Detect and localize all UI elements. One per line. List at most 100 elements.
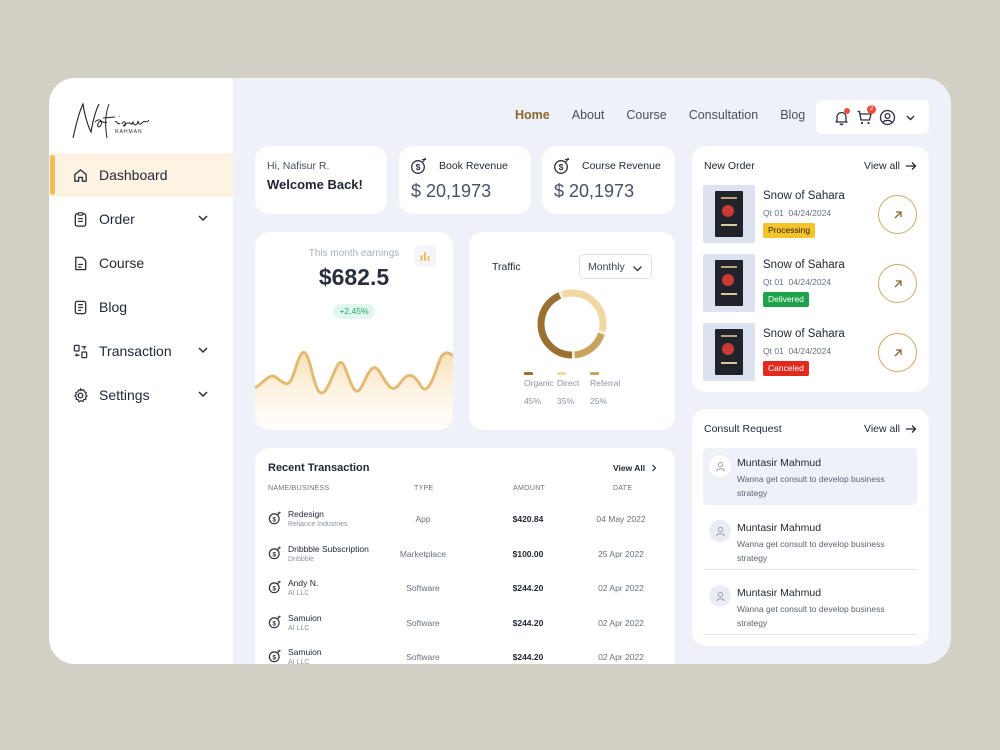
transaction-date: 04 May 2022 xyxy=(596,514,646,524)
legend-percent: 35% xyxy=(557,395,575,406)
legend-label: Direct xyxy=(557,377,580,388)
transaction-business: Reliance Industries xyxy=(288,521,348,528)
legend-label: Referral xyxy=(590,377,621,388)
transaction-business: AI LLC xyxy=(288,659,310,664)
legend-label: Organic xyxy=(524,377,554,388)
nav-link-home[interactable]: Home xyxy=(515,108,550,122)
svg-text:$: $ xyxy=(416,162,421,172)
chevron-down-icon[interactable] xyxy=(197,388,209,400)
legend-percent: 45% xyxy=(524,395,542,406)
blog-doc-icon xyxy=(71,298,89,316)
course-revenue-value: $ 20,1973 xyxy=(554,181,635,201)
chevron-down-icon[interactable] xyxy=(197,344,209,356)
transaction-name: Samuion xyxy=(288,612,322,623)
avatar xyxy=(709,520,731,542)
consult-request-card: Consult Request View all Muntasir Mahmud… xyxy=(692,409,929,646)
course-revenue-card: $ Course Revenue $ 20,1973 xyxy=(542,146,675,214)
chevron-down-icon[interactable] xyxy=(197,212,209,224)
dollar-exchange-icon: $ xyxy=(411,157,427,174)
chevron-right-icon xyxy=(652,464,657,472)
transaction-amount: $244.20 xyxy=(512,617,544,628)
order-status-badge: Canceled xyxy=(763,361,809,376)
chevron-down-icon[interactable] xyxy=(902,109,919,126)
table-row[interactable]: $ Samuion AI LLC Software $244.20 02 Apr 2022 xyxy=(268,640,663,664)
transaction-date: 02 Apr 2022 xyxy=(598,583,644,593)
consult-request-item[interactable]: Muntasir Mahmud Wanna get consult to deve… xyxy=(703,513,917,570)
sidebar-item-transaction[interactable]: Transaction xyxy=(49,329,233,373)
order-qty: Qt 01 xyxy=(763,208,784,218)
open-order-button[interactable] xyxy=(878,264,917,303)
svg-text:$: $ xyxy=(272,620,276,627)
consult-request-title: Consult Request xyxy=(704,423,782,435)
period-select[interactable]: Monthly xyxy=(579,254,652,279)
table-row[interactable]: $ Redesign Reliance Industries App $420.84 04… xyxy=(268,502,663,536)
table-row[interactable]: $ Andy N. AI LLC Software $244.20 02 Apr 2022 xyxy=(268,571,663,605)
open-order-button[interactable] xyxy=(878,333,917,372)
legend-item-organic: Organic 45% xyxy=(524,372,557,406)
brand-logo[interactable]: RAHMAN xyxy=(69,98,169,142)
legend-swatch xyxy=(524,372,533,375)
transaction-type: Software xyxy=(406,583,440,593)
view-all-consult-link[interactable]: View all xyxy=(864,423,917,435)
traffic-title: Traffic xyxy=(492,261,521,273)
transaction-type: Software xyxy=(406,617,440,628)
table-row[interactable]: $ Dribbble Subscription Dribbble Marketplac… xyxy=(268,537,663,571)
earnings-change-badge: +2.45% xyxy=(333,304,375,319)
sidebar-item-course[interactable]: Course xyxy=(49,241,233,285)
transaction-name: Redesign xyxy=(288,509,324,519)
recent-transaction-card: Recent Transaction View All NAME/BUSINES… xyxy=(255,448,675,664)
consult-request-item[interactable]: Muntasir Mahmud Wanna get consult to deve… xyxy=(703,578,917,635)
top-nav: Home About Course Consultation Blog xyxy=(515,108,827,122)
sidebar-item-blog[interactable]: Blog xyxy=(49,285,233,329)
view-all-label: View All xyxy=(613,463,646,473)
transaction-date: 25 Apr 2022 xyxy=(598,548,644,559)
open-order-button[interactable] xyxy=(878,195,917,234)
sidebar-item-order[interactable]: Order xyxy=(49,197,233,241)
order-date: 04/24/2024 xyxy=(788,277,832,287)
order-qty: Qt 01 xyxy=(763,277,784,287)
welcome-card: Hi, Nafisur R. Welcome Back! xyxy=(255,146,387,214)
nav-link-course[interactable]: Course xyxy=(626,108,667,122)
transaction-name: Samuion xyxy=(288,647,322,657)
view-all-label: View all xyxy=(864,423,900,435)
consult-request-item[interactable]: Muntasir Mahmud Wanna get consult to deve… xyxy=(703,448,917,505)
view-all-orders-link[interactable]: View all xyxy=(864,160,917,172)
order-item: Snow of Sahara Qt 01 04/24/2024 Delivered xyxy=(703,254,918,314)
donut-segment-direct xyxy=(537,289,607,359)
legend-item-direct: Direct 35% xyxy=(557,372,590,406)
col-type: TYPE xyxy=(414,485,434,492)
sidebar-item-settings[interactable]: Settings xyxy=(49,373,233,417)
signature-logo-icon xyxy=(72,102,150,139)
nav-link-blog[interactable]: Blog xyxy=(780,108,806,122)
sidebar-item-dashboard[interactable]: Dashboard xyxy=(49,153,233,197)
bar-chart-icon[interactable] xyxy=(414,245,436,267)
user-icon xyxy=(715,526,725,536)
col-name: NAME/BUSINESS xyxy=(268,485,330,492)
avatar xyxy=(709,455,731,477)
cart-icon[interactable]: 2 xyxy=(856,104,876,126)
nav-link-about[interactable]: About xyxy=(571,108,605,122)
app-window: RAHMAN Dashboard Order Course xyxy=(49,78,951,664)
transaction-business: AI LLC xyxy=(288,590,310,597)
dollar-exchange-icon: $ xyxy=(554,157,570,174)
nav-link-consultation[interactable]: Consultation xyxy=(688,108,759,122)
table-row[interactable]: $ Samuion AI LLC Software $244.20 02 Apr 2022 xyxy=(268,606,663,640)
sidebar-item-label: Course xyxy=(99,255,145,271)
view-all-link[interactable]: View All xyxy=(613,463,657,473)
dollar-exchange-icon: $ xyxy=(268,580,281,594)
avatar xyxy=(709,585,731,607)
dollar-exchange-icon: $ xyxy=(268,545,281,559)
earnings-label: This month earnings xyxy=(308,248,400,259)
book-cover-thumbnail xyxy=(703,254,755,312)
user-circle-icon[interactable] xyxy=(879,109,896,126)
user-icon xyxy=(715,461,725,471)
legend-item-referral: Referral 25% xyxy=(590,372,623,406)
svg-text:$: $ xyxy=(559,162,564,172)
consult-requester-name: Muntasir Mahmud xyxy=(737,457,822,469)
transaction-amount: $100.00 xyxy=(512,548,544,559)
consult-message: Wanna get consult to develop business st… xyxy=(737,539,885,563)
welcome-title: Welcome Back! xyxy=(267,177,363,192)
chevron-down-icon xyxy=(633,266,642,272)
order-date: 04/24/2024 xyxy=(788,346,832,356)
bell-icon[interactable] xyxy=(833,107,850,126)
